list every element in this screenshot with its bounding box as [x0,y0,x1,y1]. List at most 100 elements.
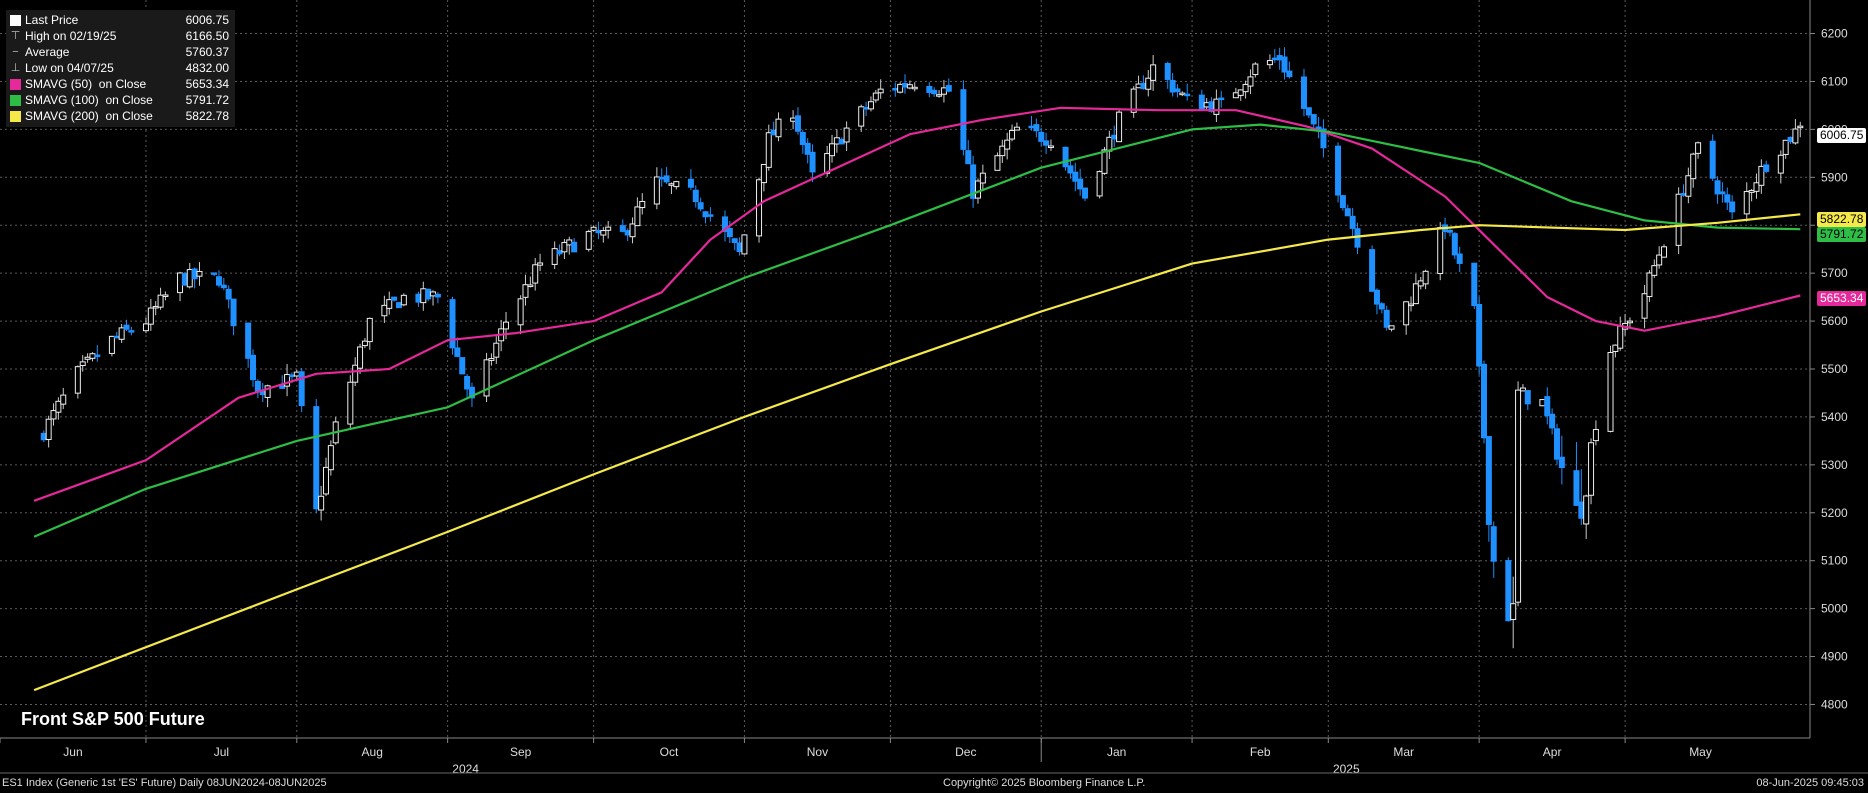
candle-up [186,269,193,288]
candle-down [434,293,441,298]
candle-down [945,85,952,92]
candle-up [906,84,913,89]
candle-up [653,176,660,205]
candle-down [663,175,670,183]
candle-down [892,87,899,91]
x-month-label: May [1689,745,1712,759]
candle-down [298,371,305,407]
candle-down [1174,88,1181,93]
candle-up [551,248,558,265]
candle-up [177,272,184,294]
candle-down [468,386,475,399]
legend-sma100: SMAVG (100) on Close 5791.72 [10,92,229,108]
candle-down [770,129,777,136]
candle-down [692,189,699,203]
candle-down [459,357,466,375]
candle-up [585,231,592,250]
candle-up [527,284,534,287]
x-month-label: Oct [660,745,679,759]
candle-up [858,106,865,127]
candle-down [1553,428,1560,460]
candle-up [196,270,203,277]
candle-down [181,273,188,286]
y-tick-label: 4900 [1821,650,1848,664]
candle-down [1339,195,1346,209]
candle-down [191,268,198,280]
candle-down [960,89,967,150]
candle-down [40,432,47,441]
candle-up [1247,76,1254,87]
candle-up [420,288,427,304]
candle-down [799,131,806,145]
candle-down [702,211,709,218]
candle-up [936,94,943,97]
candle-down [113,335,120,339]
y-tick-label: 5100 [1821,554,1848,568]
candle-down [1082,187,1089,199]
candle-down [1281,56,1288,73]
sma200-line [33,213,1801,692]
square-icon [10,110,21,122]
candle-down [1490,526,1497,562]
candle-up [1237,89,1244,96]
candle-down [1062,146,1069,168]
candle-up [142,323,149,332]
y-tick-label: 5900 [1821,170,1848,184]
sma200-price-tag: 5822.78 [1817,212,1867,227]
x-month-label: Nov [807,745,828,759]
candle-up [829,143,836,157]
x-year-label: 2024 [452,762,479,776]
candle-up [1519,387,1526,392]
candle-down [123,324,130,330]
candle-down [1033,124,1040,132]
candle-up [1646,272,1653,298]
candle-down [1276,55,1283,61]
candle-up [843,127,850,143]
candle-up [1145,77,1152,90]
candle-up [1743,191,1750,215]
candle-down [1349,215,1356,229]
candle-up [386,299,393,309]
x-year-label: 2025 [1333,762,1360,776]
candle-up [517,298,524,326]
candle-up [1617,325,1624,349]
candle-up [897,83,904,93]
candle-down [1729,201,1736,213]
candle-up [1252,63,1259,76]
candle-up [293,371,300,377]
candle-down [1505,560,1512,622]
candle-up [1130,88,1137,113]
footer-copyright: Copyright© 2025 Bloomberg Finance L.P. [943,777,1146,789]
x-month-label: Mar [1393,745,1414,759]
candle-down [1140,82,1147,90]
candle-up [1583,495,1590,525]
x-month-label: Aug [362,745,383,759]
candle-up [1437,227,1444,275]
candle-up [1661,246,1668,258]
candle-up [760,163,767,184]
candle-down [1373,289,1380,305]
candle-up [60,394,67,405]
candle-down [1446,229,1453,233]
candle-up [118,327,125,340]
candle-up [1592,429,1599,442]
candle-up [50,410,57,420]
candle-up [1242,83,1249,93]
candle-down [1549,413,1556,429]
candle-up [1422,270,1429,285]
candle-up [400,294,407,306]
candle-down [1310,114,1317,125]
candle-up [108,335,115,354]
candle-up [327,445,334,471]
candle-up [1009,129,1016,140]
legend-average: − Average 5760.37 [10,44,229,60]
candle-down [1184,93,1191,97]
candle-up [1101,149,1108,174]
candle-down [1072,171,1079,182]
candle-down [1763,164,1770,172]
low-marker-icon: ⊥ [10,62,21,74]
candle-up [74,366,81,394]
candle-down [809,151,816,173]
footer-source: ES1 Index (Generic 1st 'ES' Future) Dail… [2,777,327,789]
candle-up [79,361,86,366]
